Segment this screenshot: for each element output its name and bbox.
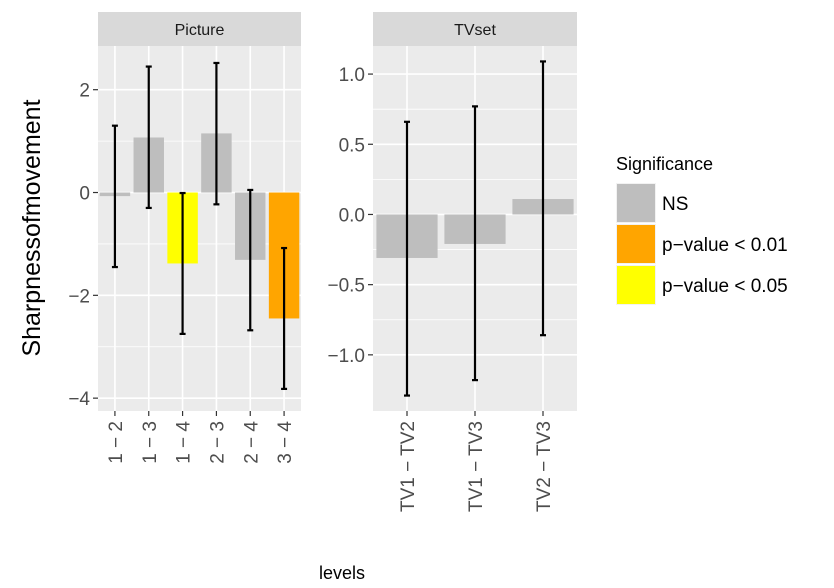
panel-picture: Picture −4 −2 0 2 1 − 2 1 − 3 1 − 4 2 − 3 2 − 4 3 …	[68, 12, 301, 464]
y-tick-label: 2	[79, 81, 90, 102]
facet-strip	[373, 12, 577, 46]
y-tick-label: −4	[68, 389, 90, 410]
x-tick-label: TV2 − TV3	[534, 421, 555, 512]
legend-entry-ns: NS	[616, 183, 688, 223]
y-tick-label: −2	[68, 286, 90, 307]
legend-key	[617, 266, 655, 304]
legend-key	[617, 225, 655, 263]
facet-label: TVset	[454, 22, 496, 39]
error-bar-1-4	[179, 191, 186, 335]
panel-tvset: TVset −1.0 −0.5 0.0 0.5 1.0 TV1 − TV2 TV1 − TV3…	[327, 12, 577, 512]
x-tick-label: 1 − 3	[140, 421, 161, 464]
legend-entry-p-value-0-05: p−value < 0.05	[616, 265, 788, 305]
error-bar-2-4	[247, 188, 254, 332]
error-bar-tv2-tv3	[540, 60, 546, 337]
panel-background	[98, 46, 301, 411]
x-tick-label: TV1 − TV2	[398, 421, 419, 512]
y-axis-title: Sharpnessofmovement	[18, 99, 46, 356]
error-bar-2-3	[213, 61, 220, 206]
x-axis-title: levels	[319, 563, 365, 583]
error-bar-1-2	[111, 124, 118, 269]
legend-label: NS	[662, 194, 688, 215]
error-bar-tv1-tv2	[404, 120, 410, 397]
y-tick-label: 0	[79, 184, 90, 205]
error-bar-3-4	[281, 246, 288, 390]
legend-label: p−value < 0.01	[662, 235, 788, 256]
y-tick-label: −0.5	[327, 276, 365, 297]
facet-panels: Picture −4 −2 0 2 1 − 2 1 − 3 1 − 4 2 − 3 2 − 4 3 …	[68, 12, 577, 512]
x-tick-label: TV1 − TV3	[466, 421, 487, 512]
x-tick-label: 3 − 4	[275, 421, 296, 464]
x-tick-label: 2 − 4	[241, 421, 262, 464]
legend-label: p−value < 0.05	[662, 276, 788, 297]
facet-strip	[98, 12, 301, 46]
legend-entry-p-value-0-01: p−value < 0.01	[616, 224, 788, 264]
y-tick-label: 0.0	[339, 205, 365, 226]
error-bar-1-3	[145, 65, 152, 210]
legend-key	[617, 184, 655, 222]
y-tick-label: 0.5	[339, 135, 365, 156]
legend: Significance NS p−value < 0.01 p−value < 0…	[616, 154, 788, 305]
x-tick-label: 1 − 4	[174, 421, 195, 464]
x-tick-label: 2 − 3	[207, 421, 228, 464]
y-tick-label: 1.0	[339, 65, 365, 86]
y-tick-label: −1.0	[327, 346, 365, 367]
legend-title: Significance	[616, 154, 713, 174]
x-tick-label: 1 − 2	[106, 421, 127, 464]
facet-label: Picture	[175, 22, 225, 39]
error-bar-tv1-tv3	[472, 105, 478, 382]
